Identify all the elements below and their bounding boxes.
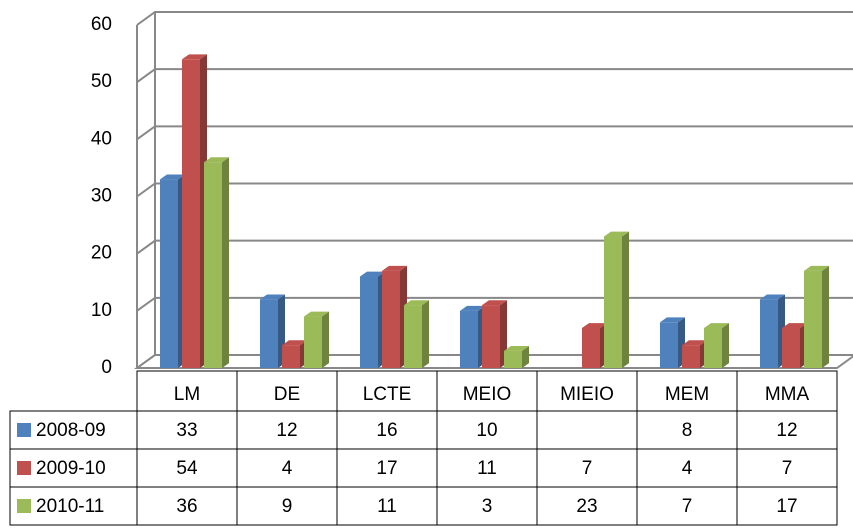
bar-top (304, 311, 329, 317)
y-tick-label: 30 (91, 186, 112, 207)
y-tick-label: 60 (91, 14, 112, 35)
bar (804, 270, 822, 368)
bar (482, 305, 500, 368)
bar-top (782, 323, 807, 328)
bar-top (504, 345, 529, 351)
table-value: 3 (482, 496, 493, 517)
grid-line (136, 68, 853, 83)
legend-label: 2008-09 (36, 420, 106, 441)
table-value: 10 (476, 420, 497, 441)
y-tick-label: 10 (91, 300, 112, 321)
table-value: 9 (282, 496, 293, 517)
x-tick-label: DE (274, 384, 300, 405)
bar (682, 345, 700, 368)
bar-top (660, 317, 685, 323)
bar-top (704, 323, 729, 328)
bar (504, 350, 522, 368)
grid-line (136, 125, 853, 141)
table-value: 23 (576, 496, 597, 517)
table-value: 12 (276, 420, 297, 441)
bar (304, 316, 322, 368)
bar-top (482, 300, 507, 306)
bar-top (260, 294, 285, 300)
bar-top (282, 340, 307, 346)
table-value: 17 (776, 496, 797, 517)
table-value: 11 (377, 496, 397, 517)
x-tick-label: LCTE (363, 384, 412, 405)
x-tick-label: MEM (665, 384, 709, 405)
bar (260, 299, 278, 368)
legend-label: 2009-10 (36, 458, 106, 479)
table-value: 16 (376, 420, 397, 441)
bar-top (160, 174, 185, 180)
table-value: 4 (682, 458, 693, 479)
table-value: 36 (176, 496, 197, 517)
legend-swatch (17, 423, 31, 437)
bar (660, 322, 678, 368)
bar-side (722, 323, 729, 368)
table-value: 7 (682, 496, 693, 517)
bar (360, 276, 378, 368)
bar (182, 59, 200, 369)
bar-top (804, 265, 829, 271)
bar (382, 270, 400, 368)
bar-top (360, 271, 385, 277)
bar-top (182, 54, 207, 60)
table-value: 33 (176, 420, 197, 441)
table-value: 7 (782, 458, 793, 479)
table-value: 12 (776, 420, 797, 441)
x-tick-label: MEIO (463, 384, 512, 405)
y-tick-label: 40 (91, 128, 112, 149)
y-tick-label: 0 (101, 357, 112, 378)
bar (604, 236, 622, 368)
y-tick-label: 20 (91, 243, 112, 264)
x-tick-label: LM (174, 384, 200, 405)
grid-line (136, 239, 853, 255)
bar (204, 162, 222, 368)
bar-top (604, 231, 629, 237)
table-value: 8 (682, 420, 693, 441)
grid-line (136, 182, 853, 198)
table-value: 11 (477, 458, 497, 479)
table-value: 7 (582, 458, 593, 479)
bar-top (582, 323, 607, 328)
bar (160, 179, 178, 368)
bar (760, 299, 778, 368)
bar-side (422, 300, 429, 368)
bar-side (322, 311, 329, 368)
bar (782, 327, 800, 368)
bar (282, 345, 300, 368)
table-value: 4 (282, 458, 293, 479)
bar-top (460, 305, 485, 311)
bar-side (222, 157, 229, 368)
bar (460, 310, 478, 368)
y-tick-label: 50 (91, 71, 112, 92)
x-tick-label: MIEIO (560, 384, 614, 405)
bar-side (822, 265, 829, 368)
legend-swatch (17, 461, 31, 475)
bar (582, 327, 600, 368)
grid-line (136, 11, 853, 26)
bar (704, 327, 722, 368)
x-tick-label: MMA (765, 384, 810, 405)
bar-top (204, 157, 229, 163)
legend-swatch (17, 499, 31, 513)
bar-top (382, 265, 407, 271)
bar (404, 305, 422, 368)
table-cell (736, 486, 838, 526)
bar-top (404, 300, 429, 306)
table-cell (536, 410, 638, 450)
bar-top (760, 294, 785, 300)
bar-side (522, 345, 529, 368)
bar-side (622, 231, 629, 368)
table-value: 54 (176, 458, 198, 479)
legend-label: 2010-11 (36, 496, 104, 517)
bar-top (682, 340, 707, 346)
table-value: 17 (376, 458, 397, 479)
